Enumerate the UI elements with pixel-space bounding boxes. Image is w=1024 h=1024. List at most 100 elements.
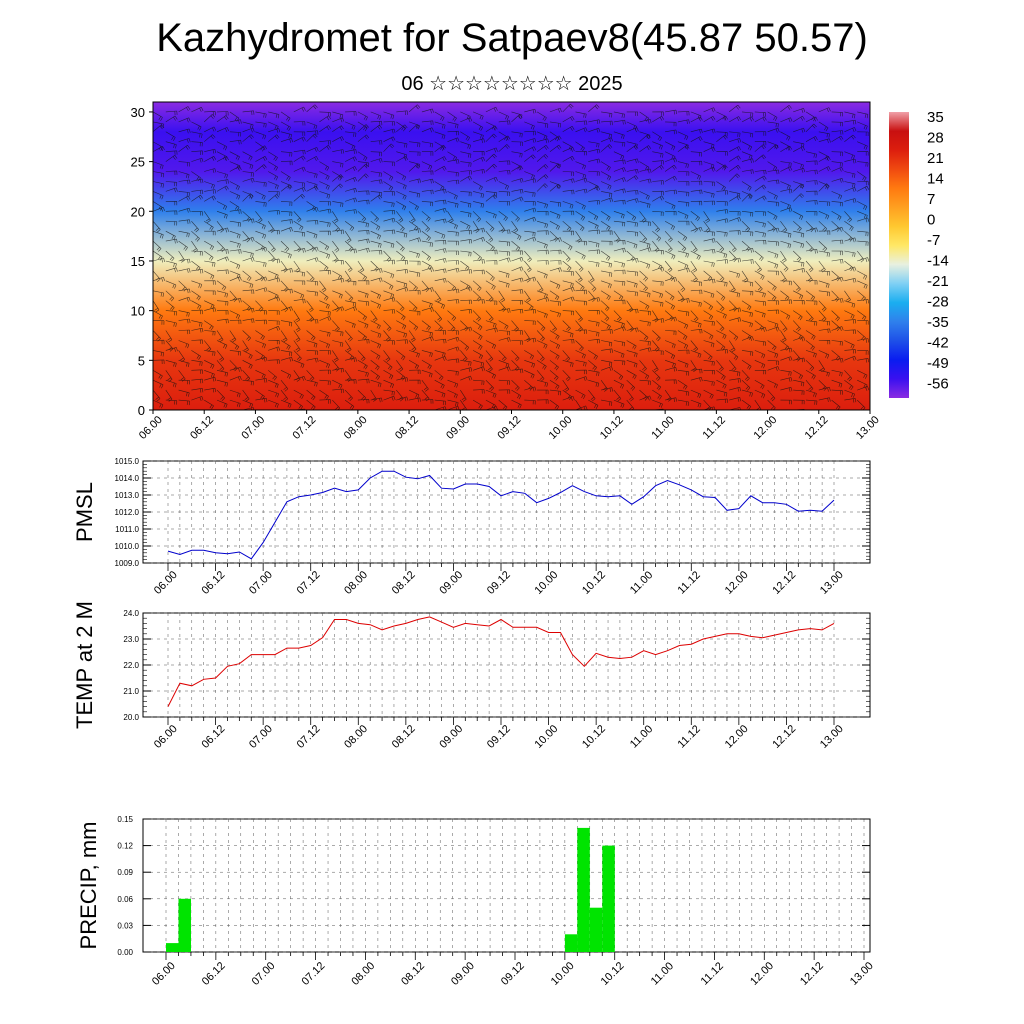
wind-barb [741, 290, 754, 296]
wind-barb [549, 144, 562, 152]
wind-barb [549, 121, 562, 128]
wind-barb [242, 127, 255, 133]
wind-barb [767, 141, 779, 150]
wind-barb [537, 121, 549, 128]
wind-barb [165, 210, 178, 215]
wind-barb [601, 409, 602, 410]
wind-barb [588, 360, 597, 371]
wind-barb [421, 120, 434, 126]
wind-barb [293, 187, 306, 192]
wind-barb [204, 260, 216, 267]
wind-barb [267, 250, 276, 263]
wind-barb [857, 350, 869, 355]
wind-barb [319, 161, 330, 171]
wind-barb [421, 250, 431, 261]
wind-barb [319, 360, 330, 369]
wind-barb [805, 310, 814, 322]
wind-barb [524, 154, 536, 162]
wind-barb [408, 360, 419, 370]
series-line [167, 616, 835, 707]
wind-barb [831, 166, 844, 172]
wind-barb [844, 151, 855, 160]
wind-barb [844, 379, 854, 391]
wind-barb [677, 260, 689, 270]
wind-barb [511, 379, 520, 391]
wind-barb [741, 111, 754, 118]
wind-barb [460, 191, 472, 197]
wind-barb [729, 146, 741, 152]
wind-barb [293, 376, 306, 381]
wind-barb [460, 360, 472, 366]
x-tick-label: 10.12 [599, 960, 627, 988]
wind-barb [818, 211, 830, 220]
wind-barb [729, 257, 742, 263]
wind-barb [677, 379, 688, 390]
wind-barb [472, 111, 484, 120]
wind-barb [780, 230, 792, 238]
wind-barb [396, 201, 407, 211]
wind-barb [626, 230, 638, 237]
wind-barb [498, 229, 511, 235]
wind-barb [575, 389, 586, 400]
wind-barb [549, 350, 560, 360]
wind-barb [485, 194, 498, 202]
wind-barb [229, 389, 241, 398]
wind-barb [664, 300, 675, 310]
wind-barb [242, 151, 253, 161]
wind-barb [703, 161, 715, 169]
wind-barb [703, 320, 715, 326]
wind-barb [677, 171, 690, 176]
wind-barb [562, 210, 575, 216]
wind-barb [857, 338, 869, 343]
wind-barb [242, 121, 254, 129]
wind-barb [357, 320, 369, 329]
wind-barb [357, 350, 366, 362]
wind-barb [729, 138, 742, 143]
wind-barb [153, 350, 165, 357]
wind-barb [229, 310, 241, 320]
wind-barb [844, 211, 852, 223]
wind-barb [549, 320, 557, 332]
wind-barb [844, 230, 853, 242]
wind-barb [754, 280, 763, 292]
wind-barb [306, 121, 318, 130]
wind-barb [165, 379, 177, 388]
wind-barb [716, 131, 728, 137]
wind-barb [153, 240, 162, 252]
wind-barb [216, 127, 229, 133]
wind-barb [754, 230, 766, 238]
wind-barb [601, 360, 613, 367]
wind-barb [831, 379, 843, 388]
wind-barb [345, 131, 357, 138]
wind-barb [229, 298, 242, 303]
wind-barb [549, 181, 561, 190]
wind-barb [306, 130, 319, 135]
wind-barb [869, 350, 870, 351]
wind-barb [153, 111, 163, 122]
wind-barb [485, 121, 497, 131]
wind-barb [780, 409, 782, 410]
wind-barb [536, 290, 548, 299]
wind-barb [524, 146, 537, 152]
wind-barb [831, 151, 843, 157]
wind-barb [216, 360, 225, 372]
wind-barb [178, 230, 190, 238]
wind-barb [665, 360, 676, 368]
wind-barb [690, 340, 699, 352]
wind-barb [639, 290, 651, 298]
wind-barb [281, 409, 282, 410]
wind-barb [153, 310, 163, 320]
wind-barb [460, 111, 471, 121]
wind-barb [511, 211, 520, 222]
wind-barb [805, 360, 815, 372]
wind-barb [857, 185, 870, 192]
wind-barb [153, 121, 165, 129]
wind-barb [332, 250, 339, 263]
wind-barb [703, 230, 715, 237]
wind-barb [498, 337, 511, 342]
wind-barb [229, 151, 240, 161]
wind-barb [153, 330, 161, 342]
wind-barb [600, 211, 611, 221]
wind-barb [690, 180, 703, 186]
wind-barb [549, 379, 560, 390]
